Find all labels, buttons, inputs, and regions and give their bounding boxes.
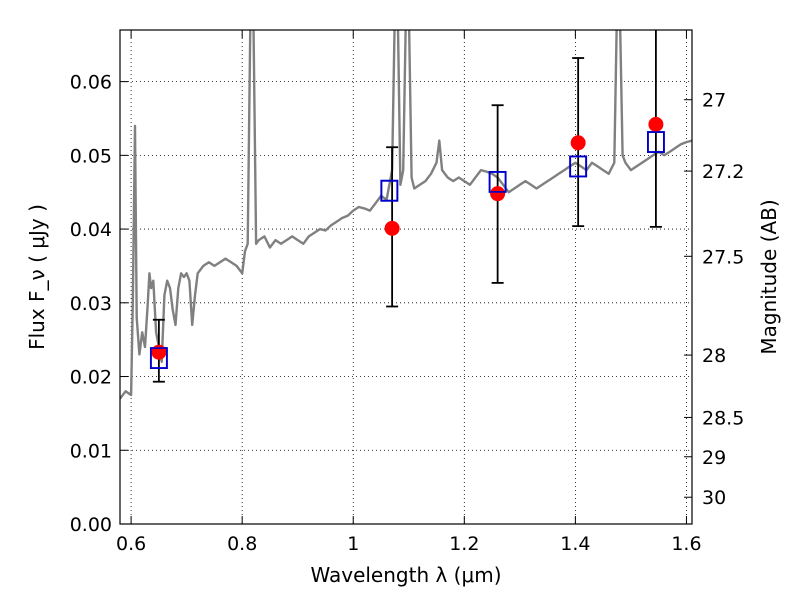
right-tick-label: 28 [702,345,726,367]
y-tick-label: 0.00 [70,514,112,536]
observed-photometry-point [570,135,586,151]
right-tick-label: 27 [702,90,726,112]
model-photometry-square-outline [488,170,507,193]
x-tick-label: 0.6 [116,533,146,555]
plot-background [120,30,692,524]
model-photometry-square-outline [569,155,588,178]
right-tick-label: 27.2 [702,161,744,183]
marker-layer [149,116,665,370]
x-tick-label: 1.4 [560,533,590,555]
right-tick-label: 28.5 [702,407,744,429]
model-photometry-square-outline [380,179,399,202]
plot-frame [119,29,693,525]
observed-photometry-point [648,116,664,132]
y-tick-label: 0.05 [70,145,112,167]
x-axis-label: Wavelength λ (μm) [310,563,501,587]
right-tick-label: 30 [702,487,726,509]
observed-photometry-point [490,186,506,202]
x-tick-label: 1.2 [449,533,479,555]
ticks: 0.6 0.8 1 1.2 1.4 1.6 0.00 0.01 0.02 0.03 0.04 0.05… [70,30,744,555]
x-tick-label: 1 [347,533,359,555]
model-photometry-square-outline [149,347,168,370]
y-tick-label: 0.04 [70,219,112,241]
observed-photometry-point [384,220,400,236]
y-tick-label: 0.06 [70,72,112,94]
right-axis-label: Magnitude (AB) [757,199,781,354]
y-tick-label: 0.01 [70,440,112,462]
y-axis-label: Flux F_ν ( μJy ) [25,204,49,350]
y-tick-label: 0.02 [70,367,112,389]
observed-photometry-point [151,344,167,360]
right-tick-label: 29 [702,447,726,469]
model-photometry-square-outline [647,131,665,153]
x-tick-label: 1.6 [671,533,701,555]
right-tick-label: 27.5 [702,246,744,268]
x-tick-label: 0.8 [227,533,257,555]
y-tick-label: 0.03 [70,293,112,315]
